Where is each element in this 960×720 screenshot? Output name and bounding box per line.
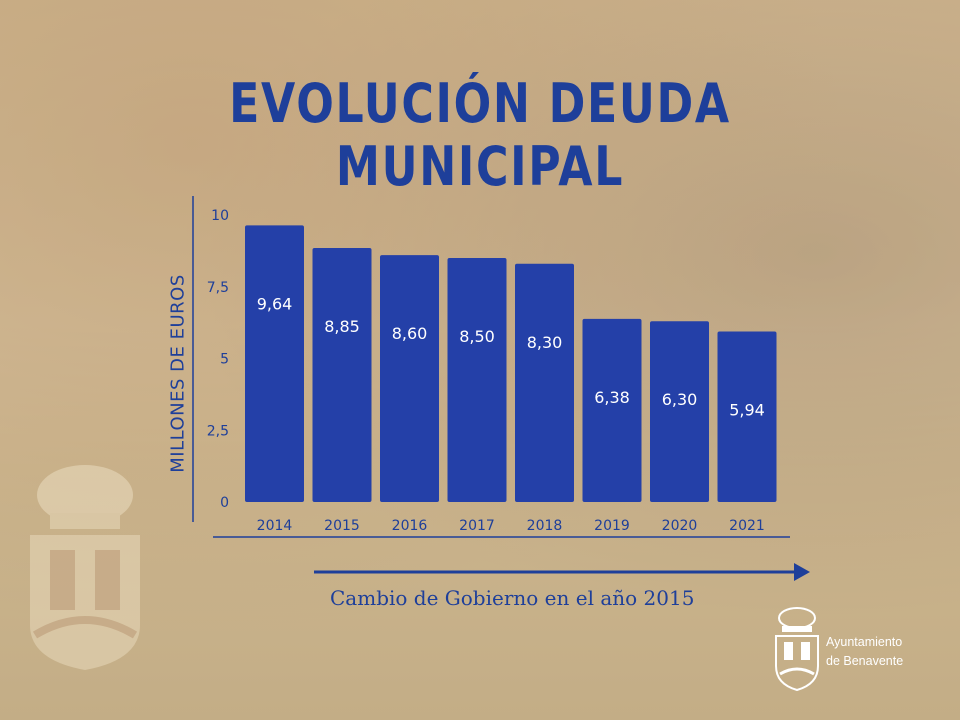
x-tick-label: 2019	[594, 518, 630, 534]
value-label: 8,60	[392, 324, 428, 343]
bar-2018	[515, 263, 574, 502]
bar-2017	[447, 258, 507, 502]
organization-name: Ayuntamiento de Benavente	[826, 633, 903, 671]
timeline-arrow-icon	[314, 563, 810, 581]
value-label: 8,30	[527, 333, 563, 352]
bar-2014	[245, 225, 304, 502]
x-tick-label: 2014	[257, 518, 293, 534]
value-label: 6,38	[594, 388, 630, 407]
y-tick-label: 7,5	[207, 280, 229, 296]
coat-of-arms-icon	[775, 607, 819, 692]
x-tick-labels: 2014 2015 2016 2017 2018 2019 2020 2021	[257, 518, 765, 534]
page-title: EVOLUCIÓN DEUDA MUNICIPAL	[229, 72, 731, 198]
y-tick-label: 10	[211, 208, 229, 224]
x-tick-label: 2016	[392, 518, 428, 534]
x-tick-label: 2021	[729, 518, 765, 534]
x-tick-label: 2018	[527, 518, 563, 534]
value-label: 8,50	[459, 327, 495, 346]
organization-line-2: de Benavente	[826, 654, 904, 668]
bar-2020	[650, 321, 709, 502]
y-tick-label: 0	[220, 495, 229, 511]
x-tick-label: 2020	[662, 518, 698, 534]
value-label: 8,85	[324, 317, 360, 336]
x-tick-label: 2015	[324, 518, 360, 534]
value-label: 6,30	[662, 390, 698, 409]
y-tick-label: 5	[220, 352, 229, 368]
y-tick-labels: 0 2,5 5 7,5 10	[207, 208, 229, 511]
x-tick-label: 2017	[459, 518, 495, 534]
bar-chart: 0 2,5 5 7,5 10 9,64 8,85 8,60 8,50 8,30 6,38 6,30 5…	[192, 196, 790, 538]
bar-2016	[380, 255, 439, 502]
value-label: 9,64	[257, 294, 293, 313]
bar-2019	[582, 318, 642, 502]
government-change-note: Cambio de Gobierno en el año 2015	[330, 586, 695, 610]
value-labels: 9,64 8,85 8,60 8,50 8,30 6,38 6,30 5,94	[257, 294, 765, 419]
bars	[245, 225, 777, 502]
bar-2021	[717, 331, 777, 502]
coat-of-arms-watermark-icon	[30, 465, 140, 670]
organization-line-1: Ayuntamiento	[826, 635, 903, 649]
y-tick-label: 2,5	[207, 423, 229, 439]
value-label: 5,94	[729, 401, 765, 420]
bar-2015	[312, 248, 372, 502]
